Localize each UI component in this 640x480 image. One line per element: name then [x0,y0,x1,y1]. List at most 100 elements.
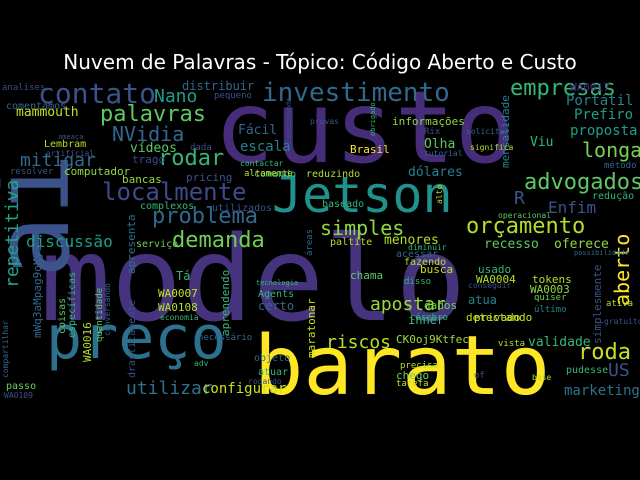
word-wa0004: WA0004 [476,273,516,286]
word-inner: inner [408,313,445,327]
word-operacional: operacional [498,211,551,220]
word-modelo: modelo [40,210,467,348]
word-cerebro: cérebro [410,313,448,323]
word-agents: Agents [258,289,295,300]
word-discussao: discussão [26,232,113,251]
word-bancas: bancas [122,173,162,186]
word-utilizar: utilizar [126,378,213,399]
word-pequeno: pequeno [214,91,252,101]
word-detectando: detectando [466,311,533,324]
word-quiser: quiser [534,293,567,303]
word-precisa: precisa [400,361,438,371]
word-informacoes: informações [392,115,465,128]
word-barato: barato [254,319,551,401]
word-base: base [532,373,552,382]
word-obrigado: obrigado [369,102,377,136]
word-significa: significa [470,143,514,152]
word-localmente: localmente [102,178,247,206]
word-tokens: tokens [532,273,572,286]
word-proposta: proposta [570,123,638,139]
word-acessar: acessar [396,249,439,260]
word-reducao: redução [592,191,635,202]
word-adv: adv [194,359,209,368]
word-contactar: contactar [240,159,284,168]
word-chego: chego [396,369,430,382]
word-validade: validade [528,335,591,350]
word-ativa: ativa [606,299,634,309]
word-palavras: palavras [100,102,206,127]
word-analises: analises [2,83,46,93]
word-portatil: Portátil [566,93,634,109]
word-configurar: configurar [202,381,287,397]
word-lembram: Lembram [44,139,87,150]
word-maratonar: maratonar [305,298,318,358]
word-drasticamente: drasticamente [127,299,138,378]
word-wa0003: WA0003 [530,283,570,296]
word-recesso: recesso [484,237,539,252]
word-prefiro: Prefiro [574,107,634,123]
word-us: US [608,360,630,381]
word-rodar: rodar [158,146,225,171]
word-conseguir: conseguir [468,281,512,290]
word-ta: Tá [176,269,191,283]
word-paltite: paltite [330,237,373,248]
word-conversando: conversando [103,283,112,336]
word-wa0109: WA0109 [4,391,33,400]
word-compartilhar: compartilhar [1,320,10,378]
word-certo: certo [258,299,295,313]
word-comentamos: comentamos [6,101,67,112]
word-ultimo: último [534,305,567,315]
word-tarefa: tarefa [396,379,429,389]
word-viu: Viu [530,135,554,150]
word-longa: longa [582,138,640,162]
word-simplesmente: simplesmente [591,264,604,344]
word-areas: áreas [305,228,315,256]
cloud-title: Nuvem de Palavras - Tópico: Código Abert… [63,50,577,74]
word-altamente: altamente [244,169,293,179]
word-repetitiva: repetitiva [2,179,23,288]
word-disso: disso [404,277,432,287]
word-nano: Nano [154,86,198,107]
word-dados: dados [424,299,458,312]
word-wa0017: WA0017 [570,81,610,94]
word-necessario: necessário [198,333,253,343]
word-preco: preço [46,303,227,373]
word-investimento: investimento [262,78,450,108]
word-artificial: artificial [46,149,95,158]
word-nvidia: NVidia [112,122,185,146]
word-mwq3ampag9oky1: mWq3aMpag9oKy1 [31,245,44,338]
word-busca: busca [420,263,454,276]
word-pricing: pricing [186,171,233,184]
word-metodo: método [604,161,637,171]
word-apostar: apostar [370,294,446,315]
word-economia: economia [160,313,199,322]
word-resolver: resolver [10,167,54,177]
word-escala: escala [240,139,291,155]
word-ameaca: ameaça [58,133,84,141]
word-objeto: objeto [254,353,291,364]
word-fazendo: fazendo [404,257,447,268]
word-especificas: específicas [67,271,78,338]
word-brasil: Brasil [350,143,390,156]
word-wa0007: WA0007 [158,287,198,300]
word-videos: vídeos [130,141,177,156]
word-servico: serviço [136,239,179,250]
word-provas: provas [310,117,339,126]
word-rix: Rix [424,127,441,137]
word-jetson: Jetson [272,166,453,224]
word-usado: usado [478,263,512,276]
word-ck0oj9ktfec: CK0oj9Ktfec [396,333,469,346]
word-problema: problema [152,204,258,229]
word-dada: dada [190,143,212,153]
word-trago: trago [132,153,166,166]
word-complexos: complexos [140,201,195,212]
word-custo: custo [214,78,516,186]
word-tecnologia: tecnologia [256,279,299,287]
word-wa0016: WA0016 [81,322,94,362]
word-diminuir: diminuir [408,243,447,252]
word-aprendendo: aprendendo [219,269,232,336]
word-aberto: aberto [610,233,634,306]
word-funcionando: funcionando [285,97,293,144]
word-cloud: modelo custo ai barato preço Jetson inve… [0,78,640,400]
word-rodando: rodando [248,377,282,386]
